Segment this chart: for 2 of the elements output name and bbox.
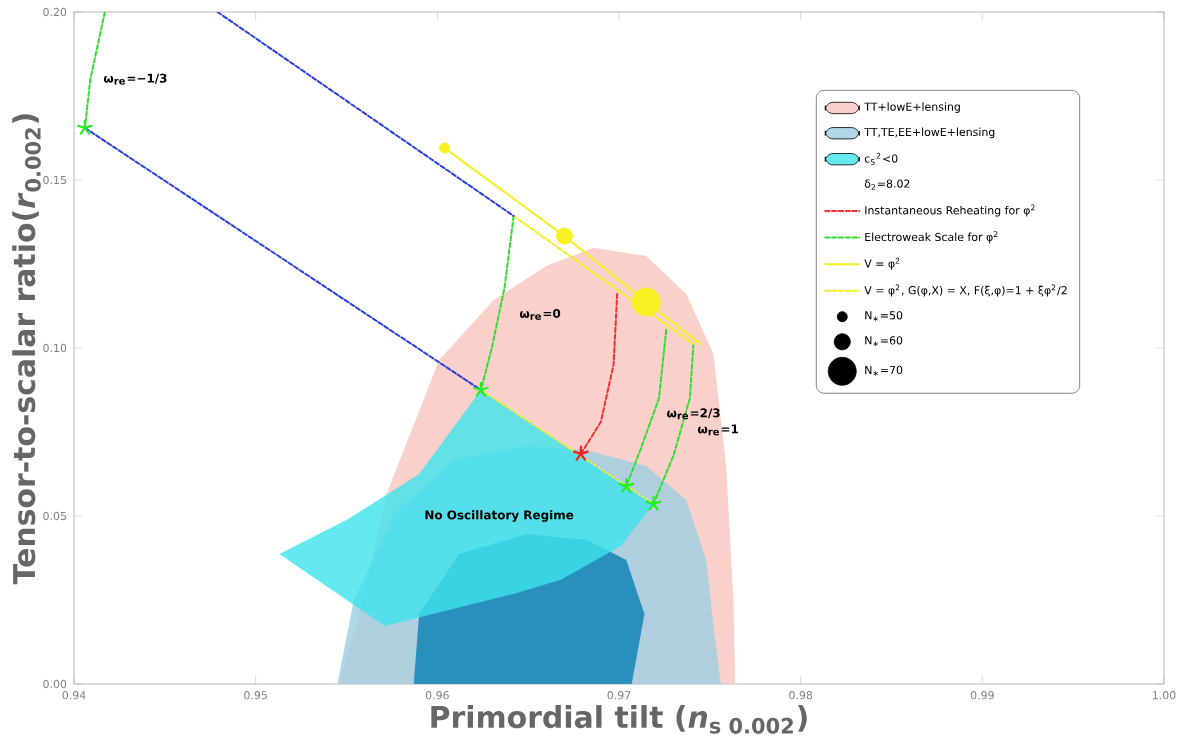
y-axis-title: Tensor-to-scalar ratio(r$_{0.002}$) bbox=[12, 114, 41, 585]
x-axis-title: Primordial tilt (n$_{s 0.002}$) bbox=[431, 705, 807, 734]
